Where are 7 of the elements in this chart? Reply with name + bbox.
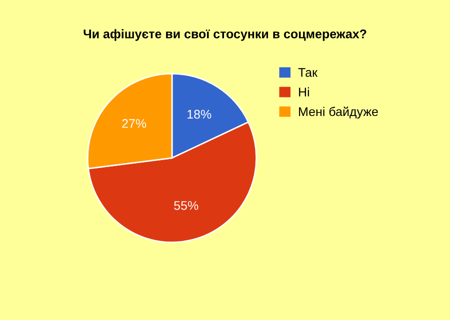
legend-label: Ні	[299, 87, 309, 96]
data-label: 55%	[174, 201, 198, 210]
legend-label: Так	[298, 68, 318, 77]
chart-title: Чи афішуєте ви свої стосунки в соцмережах?	[84, 29, 366, 41]
legend-label: Мені байдуже	[299, 106, 378, 119]
data-label: 27%	[122, 119, 146, 128]
data-label: 18%	[188, 110, 212, 119]
